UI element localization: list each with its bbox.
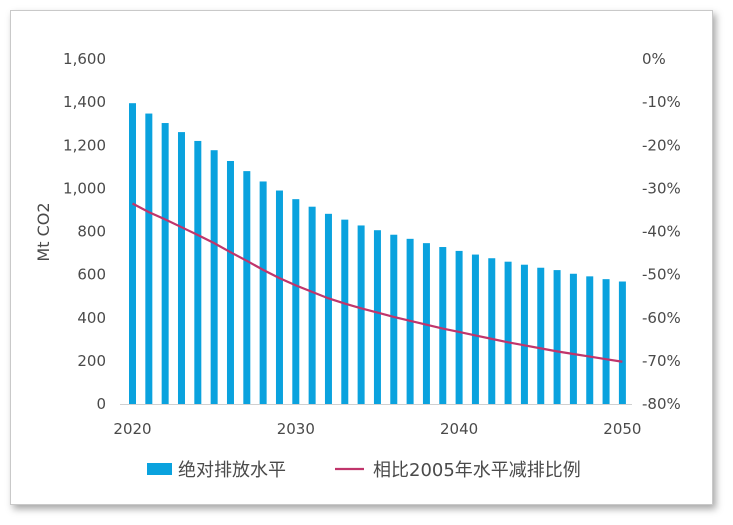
y2-tick-label: -40% [642, 223, 681, 241]
bar-2023 [177, 132, 185, 404]
x-tick-label: 2020 [113, 420, 151, 438]
bar-series [129, 103, 626, 405]
legend-swatch-bar [147, 463, 172, 475]
bar-2029 [275, 190, 283, 404]
bar-2025 [210, 150, 218, 404]
bar-2028 [259, 181, 267, 404]
bar-2045 [537, 267, 545, 404]
bar-2027 [243, 171, 251, 404]
bar-2049 [602, 279, 610, 404]
y2-tick-label: -20% [642, 136, 681, 154]
y-tick-label: 1,600 [63, 50, 106, 68]
bar-2040 [455, 250, 463, 404]
y2-tick-label: -50% [642, 266, 681, 284]
y2-axis-ticks: 0% -10% -20% -30% -40% -50% -60% -70% -80% [642, 50, 681, 413]
y2-tick-label: 0% [642, 50, 666, 68]
legend: 绝对排放水平 相比2005年水平减排比例 [147, 460, 581, 481]
bar-2034 [357, 225, 365, 404]
y-tick-label: 600 [77, 266, 106, 284]
y-tick-label: 1,200 [63, 136, 106, 154]
y-tick-label: 400 [77, 309, 106, 327]
bar-2035 [373, 230, 381, 404]
x-tick-label: 2030 [277, 420, 315, 438]
y2-tick-label: -60% [642, 309, 681, 327]
bar-2046 [553, 270, 561, 404]
bar-2050 [618, 281, 626, 404]
bar-2020 [129, 103, 136, 404]
y-tick-label: 1,000 [63, 179, 106, 197]
y2-tick-label: -70% [642, 352, 681, 370]
bar-2043 [504, 261, 512, 404]
bar-2031 [308, 206, 316, 404]
y-axis-title: Mt CO2 [34, 202, 53, 261]
bar-2030 [292, 199, 300, 404]
bar-2041 [471, 254, 479, 404]
bar-2042 [488, 258, 496, 404]
bar-2033 [341, 219, 349, 404]
bar-2047 [569, 273, 577, 404]
y2-tick-label: -80% [642, 395, 681, 413]
bar-2048 [586, 276, 594, 404]
bar-2021 [145, 113, 153, 405]
bar-2039 [439, 247, 447, 404]
y-tick-label: 200 [77, 352, 106, 370]
x-tick-label: 2040 [440, 420, 478, 438]
bar-2024 [194, 140, 202, 404]
legend-label-reduction: 相比2005年水平减排比例 [373, 460, 581, 481]
bar-2026 [226, 160, 234, 404]
bar-2032 [324, 213, 332, 404]
y2-tick-label: -30% [642, 179, 681, 197]
x-tick-label: 2050 [603, 420, 641, 438]
y-tick-label: 800 [77, 223, 106, 241]
legend-label-absolute: 绝对排放水平 [178, 460, 286, 481]
y-tick-label: 1,400 [63, 93, 106, 111]
x-axis-ticks: 2020 2030 2040 2050 [113, 420, 641, 438]
bar-2044 [520, 264, 528, 404]
reduction-line [131, 202, 623, 363]
bar-2022 [161, 123, 169, 404]
y-axis-ticks: 0 200 400 600 800 1,000 1,200 1,400 1,600 [63, 50, 106, 413]
y-tick-label: 0 [96, 395, 106, 413]
y2-tick-label: -10% [642, 93, 681, 111]
bar-2036 [390, 234, 398, 404]
